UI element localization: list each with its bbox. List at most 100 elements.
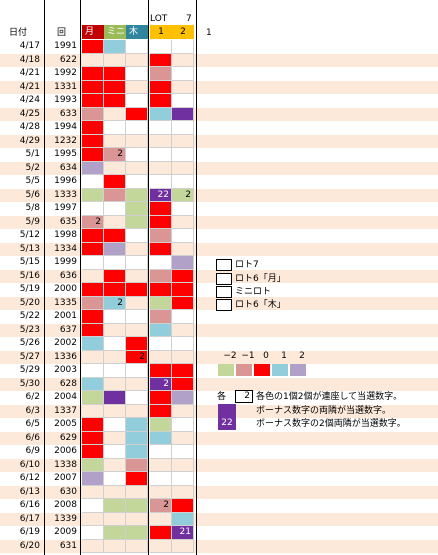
grid-cell [104, 310, 126, 324]
round-cell: 2007 [54, 473, 77, 483]
row-band [0, 377, 438, 391]
grid-cell [172, 337, 194, 351]
grid-cell [172, 134, 194, 148]
grid-cell [126, 215, 148, 229]
column-divider [196, 0, 197, 555]
grid-cell [150, 175, 172, 189]
round-cell: 2002 [54, 338, 77, 348]
date-cell: 5/15 [19, 257, 40, 267]
grid-cell [172, 148, 194, 162]
grid-cell [104, 472, 126, 486]
grid-cell [126, 148, 148, 162]
grid-cell [150, 526, 172, 540]
offset-label-m1: −1 [241, 351, 255, 361]
grid-cell [126, 445, 148, 459]
legend-label-lotto6-getsu: ロト6「月」 [235, 274, 286, 284]
table-row: 5/8 1997 [0, 202, 438, 216]
date-cell: 5/9 [25, 216, 40, 227]
round-cell: 2009 [54, 527, 77, 537]
grid-cell [104, 445, 126, 459]
legend-label-lotto7: ロト7 [235, 260, 259, 270]
grid-cell [150, 391, 172, 405]
grid-cell [150, 80, 172, 94]
grid-cell [150, 296, 172, 310]
grid-cell [150, 539, 172, 553]
note-count-box: 2 [235, 390, 253, 403]
round-cell: 1996 [54, 176, 77, 186]
note-line-2: ボーナス数字の両隣が当選数字。 [256, 406, 392, 416]
grid-cell [82, 539, 104, 553]
cell-number: 2 [117, 297, 123, 308]
grid-cell [82, 350, 104, 364]
round-cell: 2004 [54, 392, 77, 402]
grid-cell [150, 323, 172, 337]
grid-cell [150, 256, 172, 270]
round-cell: 631 [59, 540, 77, 551]
header-1: 1 [150, 25, 172, 39]
round-cell: 1335 [54, 297, 77, 308]
grid-cell [104, 404, 126, 418]
date-cell: 6/20 [19, 540, 40, 551]
grid-cell [126, 40, 148, 54]
round-header: 回 [57, 28, 67, 38]
date-cell: 5/20 [19, 297, 40, 308]
round-cell: 635 [59, 216, 77, 227]
grid-cell [82, 391, 104, 405]
table-row: 4/29 1232 [0, 134, 438, 148]
grid-cell [126, 404, 148, 418]
grid-cell [126, 53, 148, 67]
grid-cell: 2 [150, 499, 172, 513]
table-row: 6/5 2005 [0, 418, 438, 432]
table-row: 4/24 1993 [0, 94, 438, 108]
grid-cell [104, 121, 126, 135]
grid-cell [172, 445, 194, 459]
grid-cell [104, 350, 126, 364]
grid-cell [82, 242, 104, 256]
seven-header: 7 [186, 14, 192, 24]
row-band [0, 323, 438, 337]
grid-cell [172, 472, 194, 486]
grid-cell [172, 391, 194, 405]
grid-cell [82, 377, 104, 391]
round-cell: 1336 [54, 351, 77, 362]
offset-swatch-m1 [236, 364, 252, 376]
cell-number: 2 [185, 189, 191, 200]
grid-cell: 2 [104, 148, 126, 162]
date-cell: 5/2 [25, 162, 40, 173]
round-cell: 628 [59, 378, 77, 389]
grid-cell [172, 404, 194, 418]
date-header: 日付 [9, 28, 28, 38]
grid-cell [82, 418, 104, 432]
round-cell: 2003 [54, 365, 77, 375]
date-cell: 6/19 [19, 527, 40, 537]
grid-cell [82, 526, 104, 540]
grid-cell [126, 256, 148, 270]
grid-cell [104, 107, 126, 121]
grid-cell [150, 215, 172, 229]
table-row: 5/27 1336 2 [0, 350, 438, 364]
column-divider [148, 0, 149, 555]
grid-cell [82, 283, 104, 297]
note-line-1: 各色の1個2個が連座して当選数字。 [256, 392, 403, 402]
date-cell: 4/21 [19, 81, 40, 92]
legend-label-mini: ミニロト [235, 287, 272, 297]
grid-cell [104, 134, 126, 148]
grid-cell [172, 215, 194, 229]
table-row: 5/29 2003 [0, 364, 438, 378]
grid-cell: 2 [126, 350, 148, 364]
round-cell: 2001 [54, 311, 77, 321]
grid-cell [82, 80, 104, 94]
grid-cell [126, 202, 148, 216]
round-cell: 1334 [54, 243, 77, 254]
table-row: 4/18 622 [0, 53, 438, 67]
grid-cell [82, 121, 104, 135]
round-cell: 1337 [54, 405, 77, 416]
grid-cell [104, 40, 126, 54]
grid-cell [126, 242, 148, 256]
round-cell: 1993 [54, 95, 77, 105]
grid-cell [172, 499, 194, 513]
round-cell: 1997 [54, 203, 77, 213]
header-moku: 木 [126, 25, 148, 39]
grid-cell [126, 121, 148, 135]
grid-cell [150, 242, 172, 256]
